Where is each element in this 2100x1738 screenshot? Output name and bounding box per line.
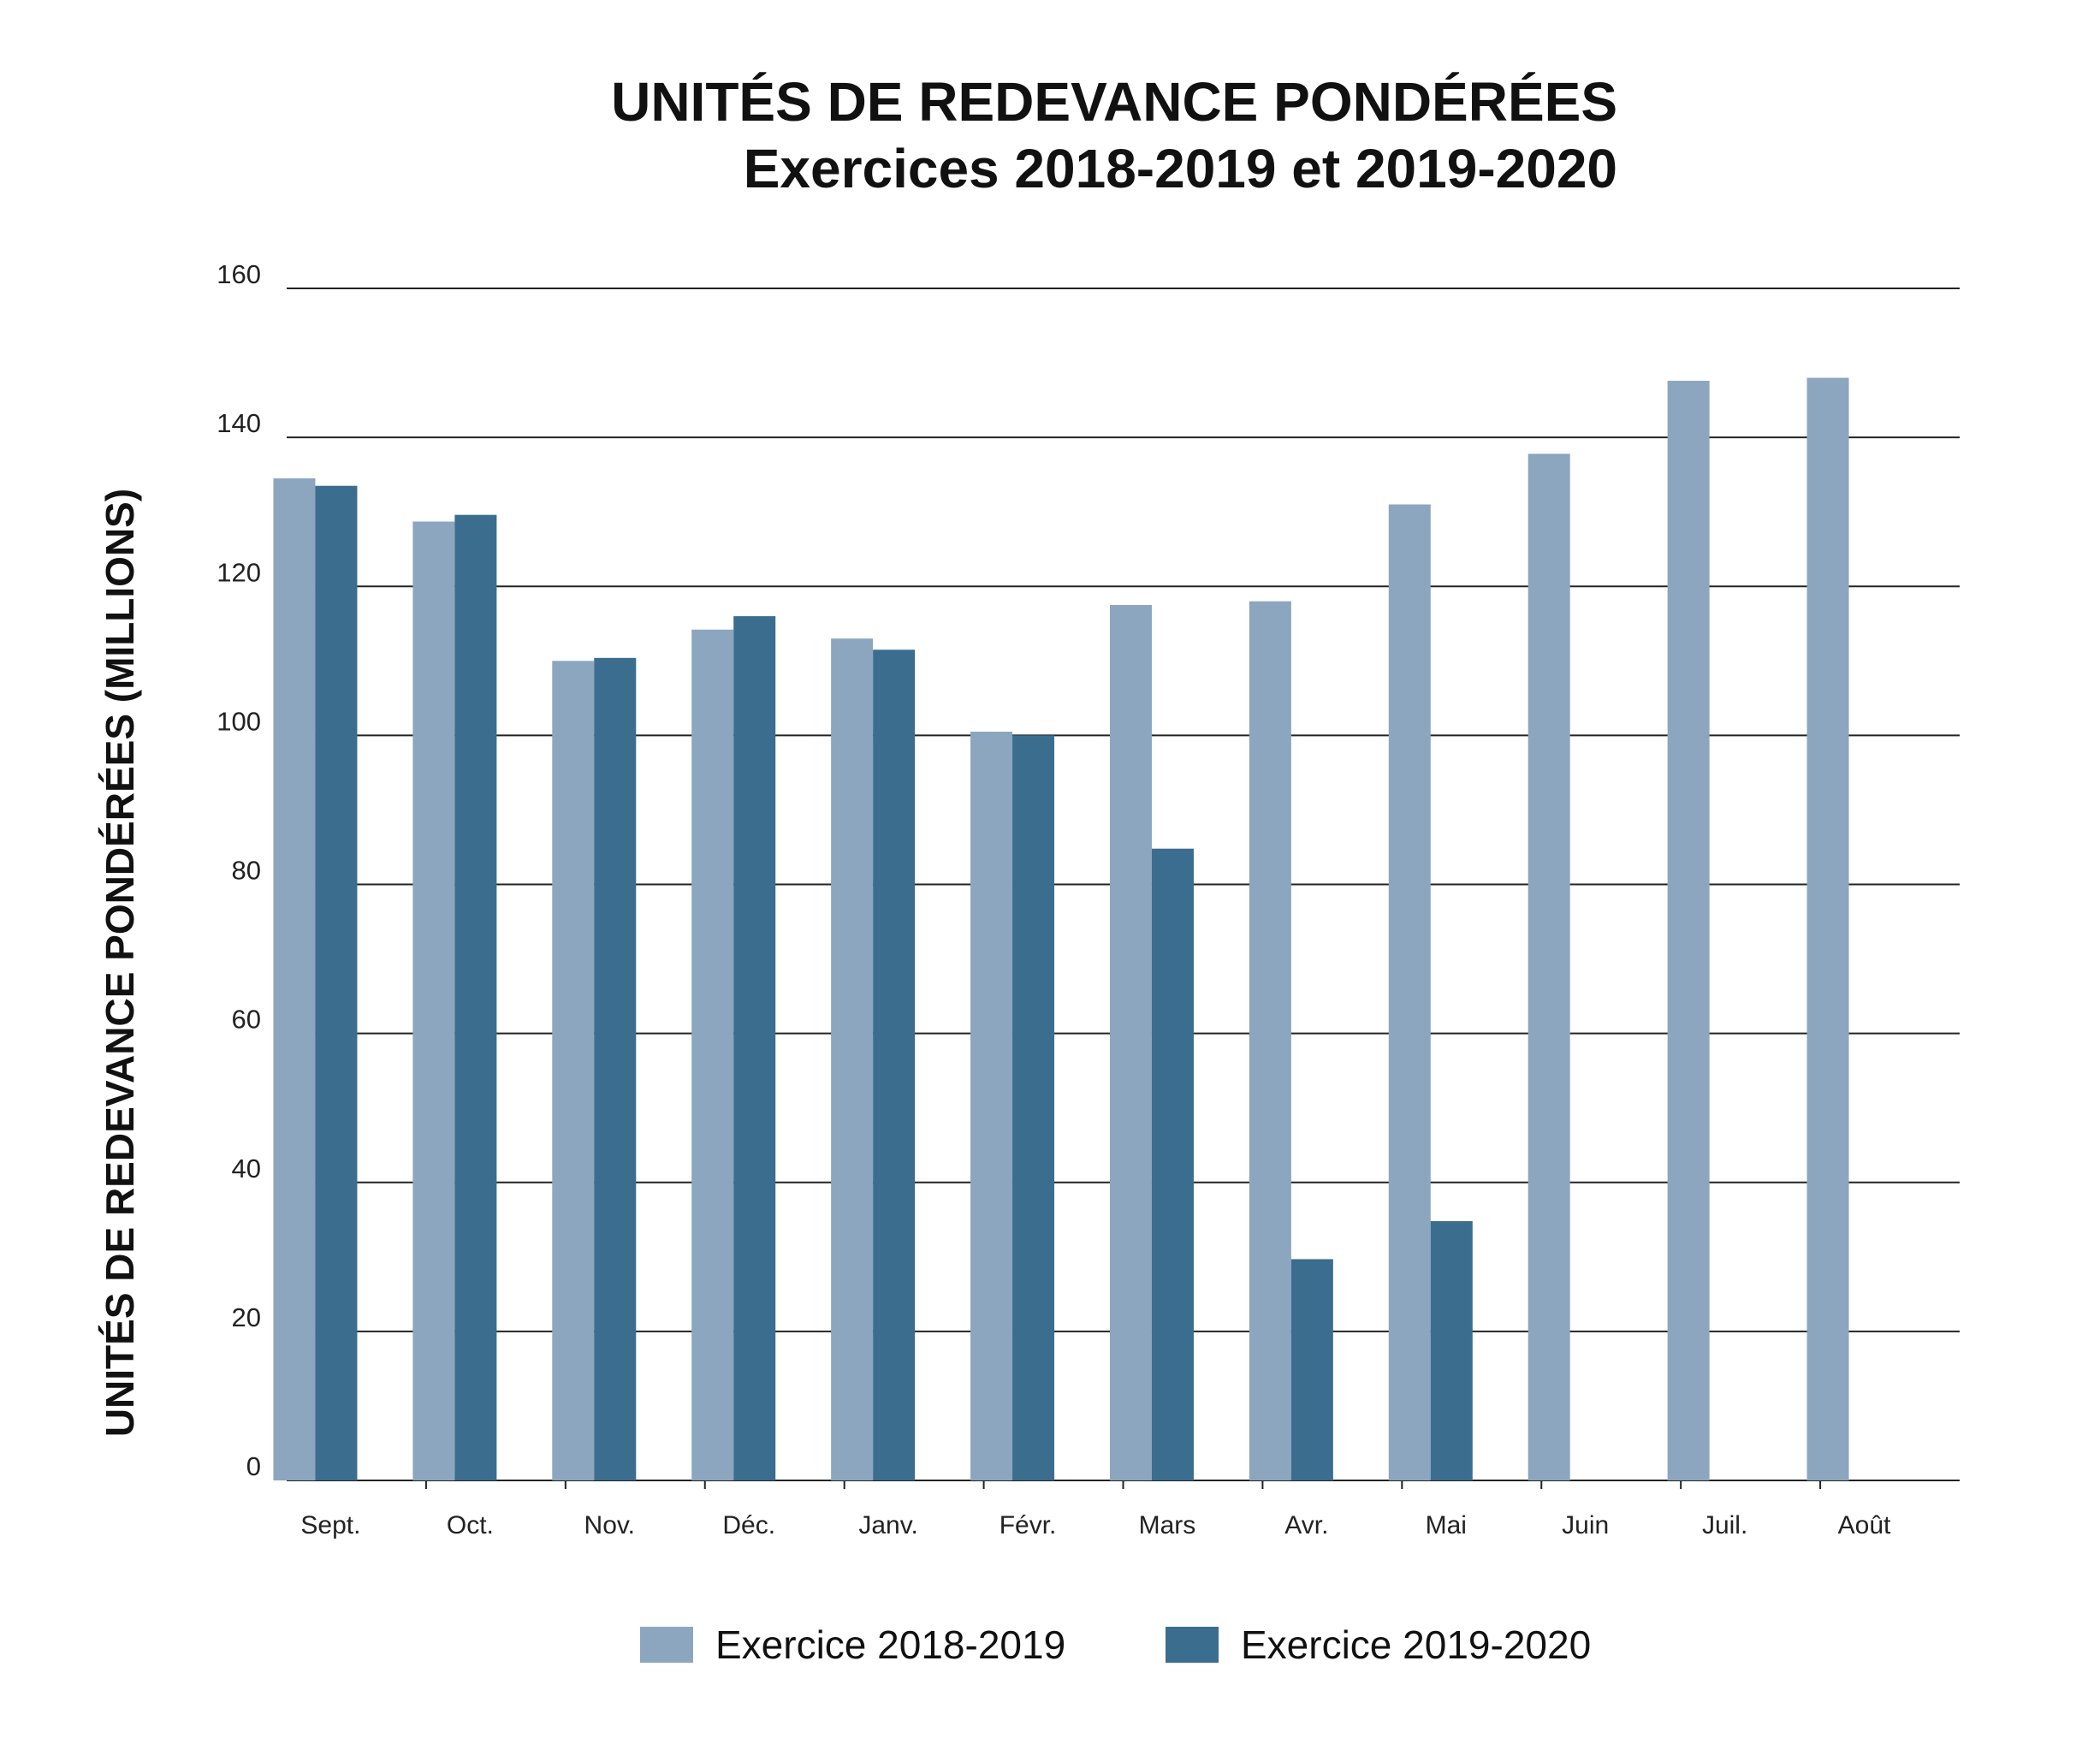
y-tick-label: 40 (232, 1154, 261, 1183)
bar-exercice-2018-2019 (273, 478, 316, 1480)
y-tick-label: 140 (217, 408, 261, 438)
bar-exercice-2018-2019 (1109, 605, 1152, 1480)
bar-exercice-2019-2020 (873, 650, 916, 1480)
legend-label: Exercice 2018-2019 (715, 1622, 1066, 1667)
y-tick-label: 60 (232, 1005, 261, 1035)
bar-exercice-2018-2019 (1249, 601, 1291, 1480)
x-tick-label: Oct. (447, 1511, 494, 1539)
y-tick-label: 100 (217, 706, 261, 736)
y-tick-label: 80 (232, 856, 261, 886)
bar-exercice-2018-2019 (970, 732, 1013, 1480)
bar-exercice-2019-2020 (315, 485, 358, 1481)
y-tick-label: 20 (232, 1302, 261, 1332)
bar-exercice-2018-2019 (1528, 454, 1570, 1480)
bar-exercice-2018-2019 (412, 521, 455, 1480)
x-tick-label: Janv. (858, 1511, 917, 1539)
bar-exercice-2018-2019 (831, 638, 874, 1480)
y-tick-label: 160 (217, 259, 261, 289)
legend-swatch (1166, 1627, 1219, 1663)
bar-exercice-2019-2020 (1151, 848, 1194, 1480)
legend-item: Exercice 2018-2019 (640, 1622, 1065, 1668)
x-tick-label: Avr. (1284, 1511, 1328, 1539)
chart-subtitle: Exercices 2018-2019 et 2019-2020 (743, 138, 1617, 199)
bar-exercice-2019-2020 (1012, 735, 1055, 1480)
bar-exercice-2018-2019 (1388, 504, 1431, 1481)
y-tick-label: 0 (246, 1451, 261, 1481)
x-tick-label: Nov. (584, 1511, 635, 1539)
x-tick-label: Mai (1426, 1511, 1467, 1539)
chart-title: UNITÉS DE REDEVANCE PONDÉRÉES (611, 71, 1617, 133)
x-tick-label: Août (1838, 1511, 1891, 1539)
bar-exercice-2019-2020 (594, 657, 637, 1480)
y-tick-label: 120 (217, 557, 261, 587)
bar-exercice-2019-2020 (1430, 1221, 1473, 1480)
bar-exercice-2019-2020 (454, 514, 497, 1481)
legend-label: Exercice 2019-2020 (1241, 1622, 1592, 1667)
bar-chart: 0 20 40 60 80 100 120 140 160 Sept. Oct. Nov. Déc. Ja… (217, 259, 1960, 1539)
x-tick-label: Févr. (1000, 1511, 1057, 1539)
legend-item: Exercice 2019-2020 (1166, 1622, 1591, 1668)
legend-swatch (640, 1627, 693, 1663)
x-tick-label: Juil. (1702, 1511, 1747, 1539)
bar-exercice-2018-2019 (691, 629, 734, 1480)
x-tick-label: Sept. (300, 1511, 360, 1539)
x-tick-label: Déc. (722, 1511, 775, 1539)
x-tick-label: Mars (1139, 1511, 1196, 1539)
bar-exercice-2019-2020 (733, 616, 776, 1480)
bar-exercice-2019-2020 (1290, 1259, 1333, 1480)
bar-exercice-2018-2019 (1806, 377, 1849, 1481)
bar-exercice-2018-2019 (1667, 380, 1710, 1480)
legend: Exercice 2018-2019 Exercice 2019-2020 (0, 1622, 2100, 1682)
bar-exercice-2018-2019 (552, 661, 595, 1480)
x-tick-label: Juin (1562, 1511, 1609, 1539)
